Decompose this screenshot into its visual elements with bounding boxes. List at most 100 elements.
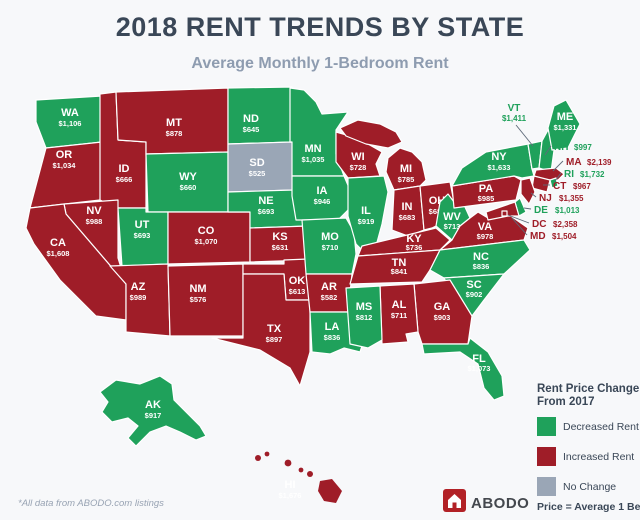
state-TN-shape [349,249,441,285]
state-MT-value: $878 [166,129,183,138]
state-CA: CA $1,608 [25,203,127,321]
state-WV-abbr: WV [443,211,461,223]
state-MI-upper-peninsula [339,119,403,149]
callout-RI-line [554,172,562,182]
page-title: 2018 RENT TRENDS BY STATE [116,12,525,42]
callout-RI: RI $1,732 [554,169,605,182]
callout-DE-value: $1,013 [555,206,580,215]
callout-MD: MD $1,504 [511,217,577,242]
legend-title-line2: From 2017 [537,396,595,408]
state-AK: AK $917 [99,375,207,447]
state-MN: MN $1,035 [289,87,349,177]
state-MI-shape [385,147,427,191]
state-MT-abbr: MT [166,117,182,129]
state-CO-value: $1,070 [195,237,218,246]
state-MI-up-shape [339,119,403,149]
state-IA-shape [291,175,351,221]
state-MS: MS $812 [345,285,383,349]
state-NC-value: $836 [473,262,490,271]
state-RI [549,177,559,189]
state-TN-abbr: TN [392,257,407,269]
state-NM-abbr: NM [189,283,206,295]
state-IN-value: $683 [399,213,416,222]
state-TX-abbr: TX [267,323,282,335]
callout-RI-value: $1,732 [580,170,605,179]
state-ME-value: $1,331 [554,123,577,132]
state-OR-value: $1,034 [53,161,77,170]
abodo-logo-text: ABODO [471,495,529,512]
legend-swatch-increased [537,447,556,466]
state-MI-abbr: MI [400,163,412,175]
callout-VT-line [515,124,534,147]
callout-MD-abbr: MD [530,231,546,242]
state-NV-abbr: NV [86,205,102,217]
state-AK-shape [99,375,207,447]
state-CO: CO $1,070 [167,211,251,265]
state-HI-islands [255,451,342,503]
state-FL: FL $1,073 [421,337,505,401]
state-LA-value: $836 [324,333,341,342]
state-UT-abbr: UT [135,219,150,231]
state-IA: IA $946 [291,175,351,221]
state-ND-shape [227,86,293,145]
state-NY-abbr: NY [491,151,507,163]
callout-NJ: NJ $1,355 [530,192,584,204]
state-HI-value: $1,676 [279,491,302,500]
state-MS-shape [345,285,383,349]
state-IL-abbr: IL [361,205,371,217]
state-ID-value: $666 [116,175,133,184]
callout-CT-abbr: CT [553,181,566,192]
state-TX: TX $897 [211,273,311,387]
callout-MA-abbr: MA [566,157,582,168]
state-FL-value: $1,073 [468,364,491,373]
legend-swatch-no-change [537,477,556,496]
state-MO-abbr: MO [321,231,339,243]
state-WI-abbr: WI [351,151,364,163]
callout-NJ-abbr: NJ [539,193,552,204]
state-IA-value: $946 [314,197,331,206]
callout-DC: DC $2,358 [507,214,578,230]
house-icon [448,494,461,508]
state-IN: IN $683 [391,185,425,237]
state-NM: NM $576 [167,263,244,337]
abodo-logo: ABODO [443,489,529,512]
state-AZ-shape [109,263,171,337]
state-MN-value: $1,035 [302,155,325,164]
state-WI-value: $728 [350,163,367,172]
state-NY-value: $1,633 [488,163,511,172]
callout-MD-value: $1,504 [552,232,577,241]
state-KS: KS $631 [249,225,311,263]
callout-NH: NH $997 [544,142,592,156]
state-TX-shape [211,273,311,387]
legend-note: Price = Average 1 Bed [537,501,640,513]
callout-RI-abbr: RI [564,169,574,180]
state-NC: NC $836 [429,239,531,279]
state-WY-abbr: WY [179,171,197,183]
state-ND-value: $645 [243,125,260,134]
state-GA-abbr: GA [434,301,451,313]
legend-swatch-decreased [537,417,556,436]
state-FL-abbr: FL [472,353,486,365]
callout-VT-abbr: VT [508,103,521,114]
state-IN-abbr: IN [402,201,413,213]
state-AK-value: $917 [145,411,162,420]
state-AZ: AZ $989 [109,263,171,337]
callout-DE-line [523,207,532,210]
source-note: *All data from ABODO.com listings [18,498,164,509]
state-CO-abbr: CO [198,225,215,237]
legend-title-line1: Rent Price Change [537,383,639,395]
callout-NH-abbr: NH [554,142,568,153]
state-OH-value: $682 [429,207,446,216]
callout-NH-line [544,145,552,156]
callout-DE: DE $1,013 [523,205,580,216]
state-RI-shape [549,177,559,189]
state-NM-value: $576 [190,295,207,304]
state-AR-abbr: AR [321,281,337,293]
state-MO: MO $710 [301,217,357,275]
state-AZ-value: $989 [130,293,147,302]
state-KY-value: $736 [406,243,423,252]
state-AL: AL $711 [379,283,419,345]
legend: Rent Price Change From 2017 Decreased Re… [537,383,640,513]
state-CA-value: $1,608 [47,249,70,258]
state-WA-value: $1,106 [59,119,82,128]
